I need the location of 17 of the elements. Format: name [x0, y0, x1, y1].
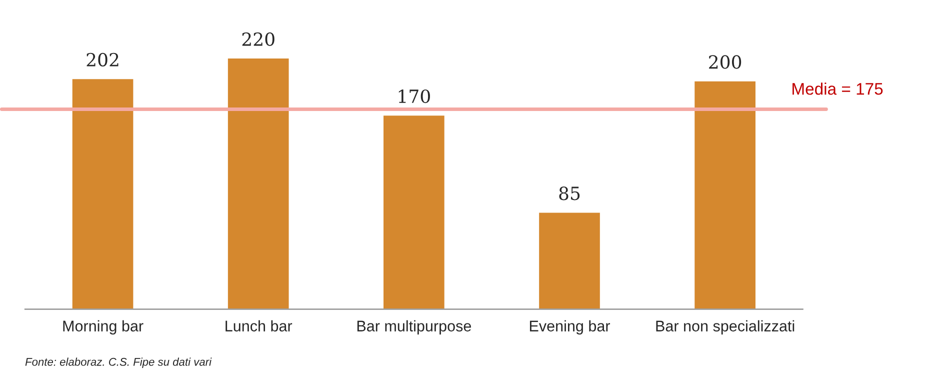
ref-line-label: Media = 175 [792, 82, 883, 95]
x-tick-label: Evening bar [530, 320, 610, 334]
bar [538, 211, 602, 310]
x-tick-label: Bar multipurpose [357, 320, 471, 334]
bar [693, 80, 757, 310]
bar [226, 57, 290, 310]
data-label: 200 [709, 55, 742, 69]
x-tick-label: Morning bar [63, 320, 144, 334]
bar [382, 114, 446, 310]
data-label: 220 [242, 32, 274, 46]
x-tick-label: Lunch bar [226, 320, 292, 332]
data-label: 85 [559, 186, 580, 200]
bar [70, 78, 135, 310]
x-tick-label: Bar non specializzati [656, 320, 794, 334]
data-label: 170 [398, 89, 430, 104]
data-label: 202 [86, 52, 118, 67]
source-note: Fonte: elaboraz. C.S. Fipe su dati vari [25, 358, 212, 368]
